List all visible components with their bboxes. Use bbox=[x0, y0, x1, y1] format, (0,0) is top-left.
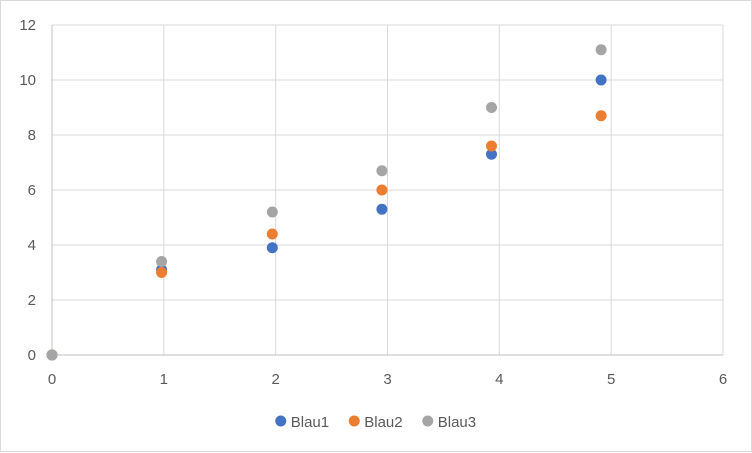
gridlines bbox=[52, 24, 724, 355]
y-tick-label: 8 bbox=[28, 127, 36, 144]
legend-item-blau3: Blau3 bbox=[422, 414, 476, 431]
x-tick-label: 0 bbox=[48, 371, 56, 388]
x-tick-label: 1 bbox=[160, 371, 168, 388]
data-point-blau1 bbox=[266, 242, 278, 254]
legend-marker bbox=[275, 415, 287, 427]
data-point-blau2 bbox=[595, 110, 607, 122]
data-point-blau1 bbox=[376, 203, 388, 215]
legend-item-blau2: Blau2 bbox=[348, 414, 403, 431]
x-tick-label: 6 bbox=[719, 371, 727, 388]
legend-label: Blau2 bbox=[364, 414, 402, 431]
data-point-blau3 bbox=[46, 349, 58, 361]
legend-item-blau1: Blau1 bbox=[275, 414, 329, 431]
y-tick-label: 2 bbox=[28, 292, 36, 309]
data-point-blau2 bbox=[156, 267, 168, 278]
legend-marker bbox=[348, 415, 360, 427]
data-points bbox=[46, 44, 607, 361]
x-tick-label: 3 bbox=[383, 371, 391, 388]
y-tick-label: 0 bbox=[28, 347, 36, 364]
data-point-blau1 bbox=[595, 74, 607, 86]
y-tick-label: 6 bbox=[28, 182, 36, 199]
data-point-blau3 bbox=[266, 206, 278, 218]
legend: Blau1 Blau2 Blau3 bbox=[275, 414, 476, 431]
axes bbox=[51, 25, 723, 356]
y-tick-label: 4 bbox=[28, 237, 36, 254]
data-point-blau2 bbox=[486, 140, 498, 152]
legend-label: Blau1 bbox=[291, 414, 329, 431]
data-point-blau3 bbox=[376, 165, 388, 177]
data-point-blau3 bbox=[156, 256, 168, 267]
data-point-blau1 bbox=[486, 148, 498, 160]
data-point-blau3 bbox=[486, 102, 498, 113]
x-tick-label: 4 bbox=[495, 371, 503, 388]
y-tick-label: 12 bbox=[19, 17, 36, 34]
data-point-blau2 bbox=[376, 184, 388, 196]
y-tick-label: 10 bbox=[19, 72, 36, 89]
legend-marker bbox=[422, 415, 434, 427]
x-tick-label: 5 bbox=[607, 371, 615, 388]
data-point-blau3 bbox=[595, 44, 607, 56]
legend-label: Blau3 bbox=[438, 414, 476, 431]
data-point-blau2 bbox=[266, 228, 278, 240]
x-tick-label: 2 bbox=[271, 371, 279, 388]
